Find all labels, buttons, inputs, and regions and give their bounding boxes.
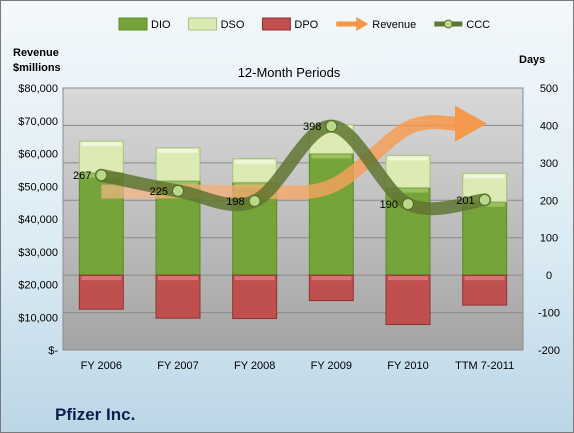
dpo-bar-highlight [388, 276, 428, 281]
ccc-point [478, 193, 491, 206]
legend-marker-ccc [443, 19, 453, 29]
dpo-bar-highlight [234, 276, 275, 281]
legend-label-dio: DIO [151, 19, 171, 31]
legend-swatch-dio [118, 17, 148, 31]
ccc-point [402, 198, 414, 211]
right-tick-label: 500 [540, 83, 558, 95]
dio-bar-highlight [388, 188, 428, 193]
x-tick-label: TTM 7-2011 [455, 360, 514, 372]
left-tick-label: $30,000 [18, 247, 58, 259]
left-tick-label: $50,000 [18, 181, 58, 193]
dso-bar-highlight [158, 148, 198, 153]
right-tick-label: 100 [540, 233, 558, 245]
revenue-arrowhead [455, 105, 487, 142]
x-tick-label: FY 2010 [387, 360, 428, 372]
ccc-data-label: 201 [456, 195, 474, 207]
legend-swatch-dpo [261, 17, 291, 31]
company-name: Pfizer Inc. [55, 405, 136, 424]
ccc-point [325, 120, 338, 133]
left-axis-label-line1: Revenue [13, 47, 59, 59]
dpo-bar [78, 274, 124, 310]
ccc-data-label: 267 [73, 170, 91, 182]
ccc-data-label: 398 [303, 121, 321, 133]
right-tick-label: 200 [540, 195, 558, 207]
right-tick-label: -100 [538, 308, 560, 320]
legend-label-dso: DSO [221, 19, 245, 31]
dpo-bar-highlight [81, 276, 122, 281]
legend-label-dpo: DPO [294, 19, 318, 31]
left-tick-label: $20,000 [18, 280, 58, 292]
dpo-bar-highlight [464, 276, 505, 281]
dio-bar-highlight [311, 154, 352, 159]
right-tick-label: 300 [540, 158, 558, 170]
dpo-bar-highlight [311, 276, 352, 281]
dso-bar [232, 158, 278, 183]
chart-title: 12-Month Periods [238, 65, 341, 80]
right-tick-label: -200 [538, 345, 560, 357]
right-axis-label: Days [519, 54, 545, 66]
dso-bar-highlight [464, 174, 505, 179]
right-tick-label: 0 [546, 270, 552, 282]
x-tick-label: FY 2007 [157, 360, 198, 372]
plot-area [62, 87, 524, 351]
legend-label-ccc: CCC [466, 19, 490, 31]
dpo-bar [155, 274, 201, 319]
dso-bar-highlight [388, 156, 428, 161]
legend-arrowhead-revenue [356, 17, 369, 31]
dpo-bar-highlight [158, 276, 198, 281]
ccc-data-label: 198 [226, 196, 244, 208]
right-tick-label: 400 [540, 120, 558, 132]
dpo-bar [232, 274, 278, 320]
x-tick-label: FY 2008 [234, 360, 275, 372]
ccc-point [248, 195, 261, 208]
left-tick-label: $10,000 [18, 312, 58, 324]
ccc-point [172, 184, 184, 197]
dio-bar-highlight [158, 181, 198, 186]
dio-bar [462, 201, 508, 276]
dso-bar [78, 140, 124, 174]
ccc-data-label: 190 [380, 199, 398, 211]
ccc-point [95, 169, 108, 182]
dpo-bar [385, 274, 431, 326]
left-tick-label: $40,000 [18, 214, 58, 226]
x-tick-label: FY 2009 [311, 360, 352, 372]
left-tick-label: $- [48, 345, 58, 357]
legend-label-revenue: Revenue [372, 19, 416, 31]
ccc-data-label: 225 [150, 186, 168, 198]
dso-bar-highlight [234, 159, 275, 164]
left-tick-label: $70,000 [18, 116, 58, 128]
x-tick-label: FY 2006 [81, 360, 122, 372]
left-tick-label: $60,000 [18, 149, 58, 161]
legend-swatch-dso [188, 17, 218, 31]
dso-bar [155, 147, 201, 182]
left-axis-label-line2: $millions [13, 62, 61, 74]
left-tick-label: $80,000 [18, 83, 58, 95]
dso-bar-highlight [81, 142, 122, 147]
